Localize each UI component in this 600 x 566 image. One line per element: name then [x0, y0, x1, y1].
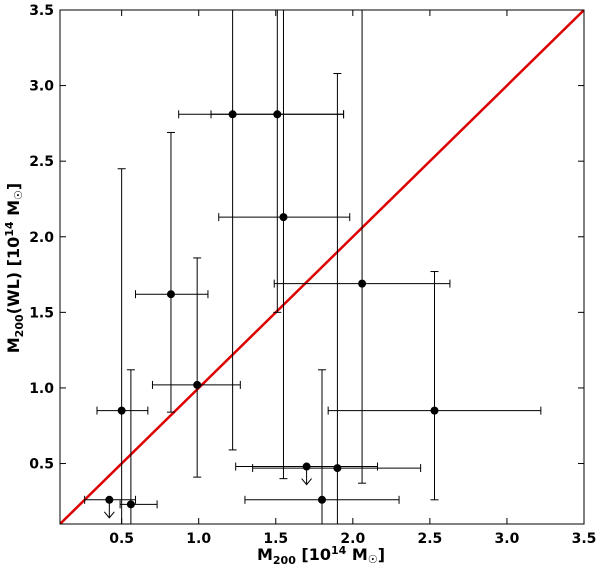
data-point [333, 464, 342, 473]
y-tick-label: 3.5 [29, 3, 54, 19]
data-point [105, 495, 114, 504]
x-tick-label: 3.5 [572, 531, 597, 547]
y-tick-label: 1.5 [29, 305, 54, 321]
y-tick-label: 2.0 [29, 230, 54, 246]
x-tick-label: 2.5 [417, 531, 442, 547]
plot-content [60, 10, 584, 524]
data-point-group [273, 10, 451, 484]
data-point [430, 406, 439, 415]
x-axis-label: M200 [1014 M☉] [257, 544, 385, 566]
x-tick-label: 1.5 [263, 531, 288, 547]
y-tick-label: 2.5 [29, 154, 54, 170]
data-point [193, 380, 202, 389]
upper-limit-arrowhead [103, 511, 115, 519]
y-tick-label: 1.0 [29, 381, 54, 397]
data-point [279, 213, 288, 222]
y-tick-label: 0.5 [29, 457, 54, 473]
data-point-group [210, 10, 345, 313]
data-point [358, 279, 367, 288]
one-to-one-line [60, 10, 584, 524]
data-point-group [151, 257, 241, 478]
y-axis-label: M200(WL) [1014 M☉] [3, 183, 26, 354]
data-point-group [327, 271, 542, 501]
data-point [126, 500, 135, 509]
upper-limit-arrowhead [301, 478, 312, 486]
data-point-group [244, 369, 400, 524]
x-tick-label: 2.0 [340, 531, 365, 547]
data-point-group [84, 495, 137, 519]
data-point-group [235, 462, 378, 486]
x-tick-label: 3.0 [495, 531, 520, 547]
plot-area [60, 10, 584, 524]
y-tick-label: 3.0 [29, 79, 54, 95]
data-point-group [135, 131, 209, 413]
x-tick-label: 0.5 [109, 531, 134, 547]
x-tick-label: 1.0 [186, 531, 211, 547]
data-point [117, 406, 126, 415]
data-point-group [218, 10, 351, 480]
data-point [166, 290, 175, 299]
data-point-group [96, 168, 149, 524]
data-point [318, 495, 326, 504]
axis-ticks: 0.5 1.0 1.5 2.0 2.5 3.0 3.5 0.5 1.0 1.5 2.0 2.5 3.0 3… [29, 3, 596, 547]
data-point-group [252, 72, 422, 524]
data-point-group [119, 369, 158, 524]
plot-frame [59, 9, 585, 525]
data-point [302, 462, 311, 471]
data-point [273, 110, 282, 119]
